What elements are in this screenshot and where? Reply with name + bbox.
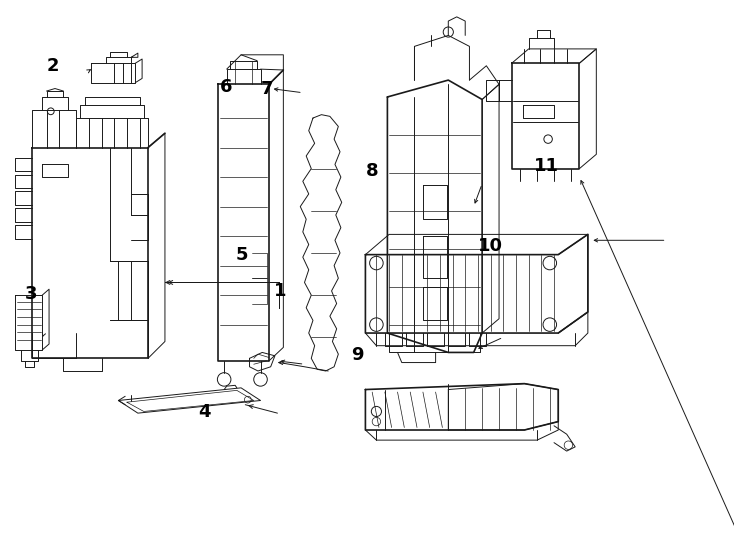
Text: 2: 2 [46,57,59,75]
Text: 1: 1 [275,282,287,300]
Text: 10: 10 [478,237,503,255]
Text: 4: 4 [199,403,211,421]
Text: 3: 3 [25,285,37,302]
Text: 11: 11 [534,157,559,175]
Text: 6: 6 [220,78,233,96]
Text: 8: 8 [366,162,379,180]
Text: 7: 7 [261,80,273,98]
Text: 9: 9 [351,346,363,364]
Text: 5: 5 [236,246,248,264]
